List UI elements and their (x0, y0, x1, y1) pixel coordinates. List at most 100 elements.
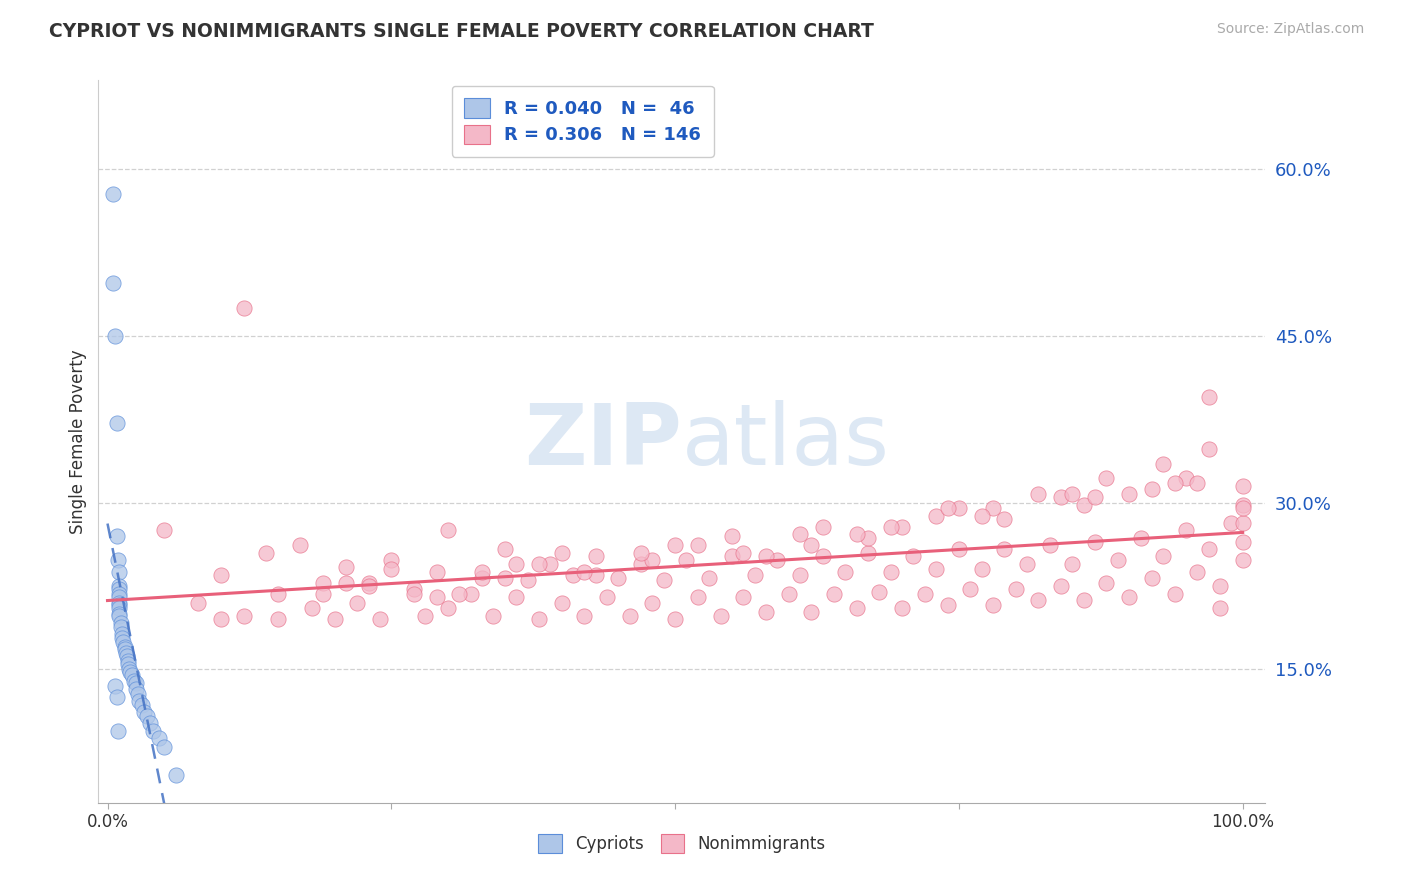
Point (125, 675, 148, 690)
Point (142, 723, 165, 738)
Point (426, 565, 449, 579)
Point (585, 549, 607, 563)
Point (981, 501, 1004, 516)
Point (402, 587, 425, 601)
Point (136, 709, 159, 723)
Point (1118, 590, 1140, 604)
Point (903, 549, 925, 563)
Point (108, 609, 131, 624)
Point (733, 546, 755, 560)
Point (755, 605, 778, 619)
Point (1232, 498, 1254, 512)
Point (981, 598, 1004, 612)
Point (132, 705, 155, 719)
Point (1152, 549, 1174, 563)
Point (128, 693, 150, 707)
Point (1039, 538, 1062, 552)
Point (254, 546, 277, 560)
Point (856, 531, 879, 545)
Point (108, 587, 131, 601)
Point (891, 520, 914, 534)
Point (561, 568, 583, 582)
Point (108, 565, 131, 579)
Point (1062, 557, 1084, 571)
Point (948, 501, 970, 516)
Point (607, 571, 630, 585)
Point (755, 549, 778, 563)
Point (111, 627, 134, 641)
Point (1107, 553, 1129, 567)
Point (733, 590, 755, 604)
Point (494, 542, 516, 557)
Point (471, 565, 494, 579)
Point (471, 571, 494, 585)
Point (101, 186, 124, 201)
Point (232, 301, 254, 315)
Point (574, 565, 596, 579)
Point (1174, 471, 1197, 485)
Point (232, 609, 254, 624)
Point (187, 596, 209, 610)
Point (138, 715, 160, 730)
Point (105, 416, 128, 430)
Point (380, 562, 402, 576)
Point (107, 553, 129, 567)
Point (357, 579, 380, 593)
Point (1129, 531, 1152, 545)
Text: atlas: atlas (682, 400, 890, 483)
Point (121, 668, 143, 682)
Point (697, 571, 720, 585)
Point (301, 601, 323, 615)
Point (652, 574, 675, 588)
Legend: Cypriots, Nonimmigrants: Cypriots, Nonimmigrants (529, 824, 835, 863)
Point (312, 575, 335, 590)
Point (437, 524, 460, 538)
Point (766, 553, 789, 567)
Point (1028, 487, 1050, 501)
Point (1095, 471, 1118, 485)
Point (686, 538, 709, 552)
Point (834, 565, 856, 579)
Point (800, 538, 823, 552)
Point (811, 520, 834, 534)
Point (1095, 575, 1118, 590)
Point (104, 679, 127, 693)
Point (1187, 565, 1209, 579)
Point (1209, 601, 1232, 615)
Point (115, 649, 138, 664)
Point (1118, 487, 1140, 501)
Point (357, 575, 380, 590)
Point (118, 662, 141, 676)
Point (880, 520, 903, 534)
Point (574, 609, 596, 624)
Point (1174, 524, 1197, 538)
Point (117, 653, 139, 667)
Point (1198, 390, 1220, 404)
Point (970, 562, 993, 576)
Point (122, 673, 145, 688)
Point (527, 557, 550, 571)
Point (402, 582, 425, 597)
Point (127, 687, 149, 701)
Point (1028, 593, 1050, 607)
Point (1084, 534, 1107, 549)
Point (1073, 498, 1095, 512)
Point (312, 587, 335, 601)
Point (744, 568, 766, 582)
Point (1232, 516, 1254, 530)
Y-axis label: Single Female Poverty: Single Female Poverty (69, 350, 87, 533)
Point (675, 553, 697, 567)
Point (778, 587, 800, 601)
Point (1163, 587, 1185, 601)
Point (117, 657, 139, 671)
Point (868, 584, 890, 599)
Point (914, 587, 936, 601)
Point (1232, 553, 1254, 567)
Point (101, 276, 124, 290)
Point (125, 682, 148, 697)
Point (1050, 490, 1073, 504)
Point (153, 740, 176, 755)
Point (845, 526, 868, 541)
Point (335, 575, 357, 590)
Point (823, 587, 845, 601)
